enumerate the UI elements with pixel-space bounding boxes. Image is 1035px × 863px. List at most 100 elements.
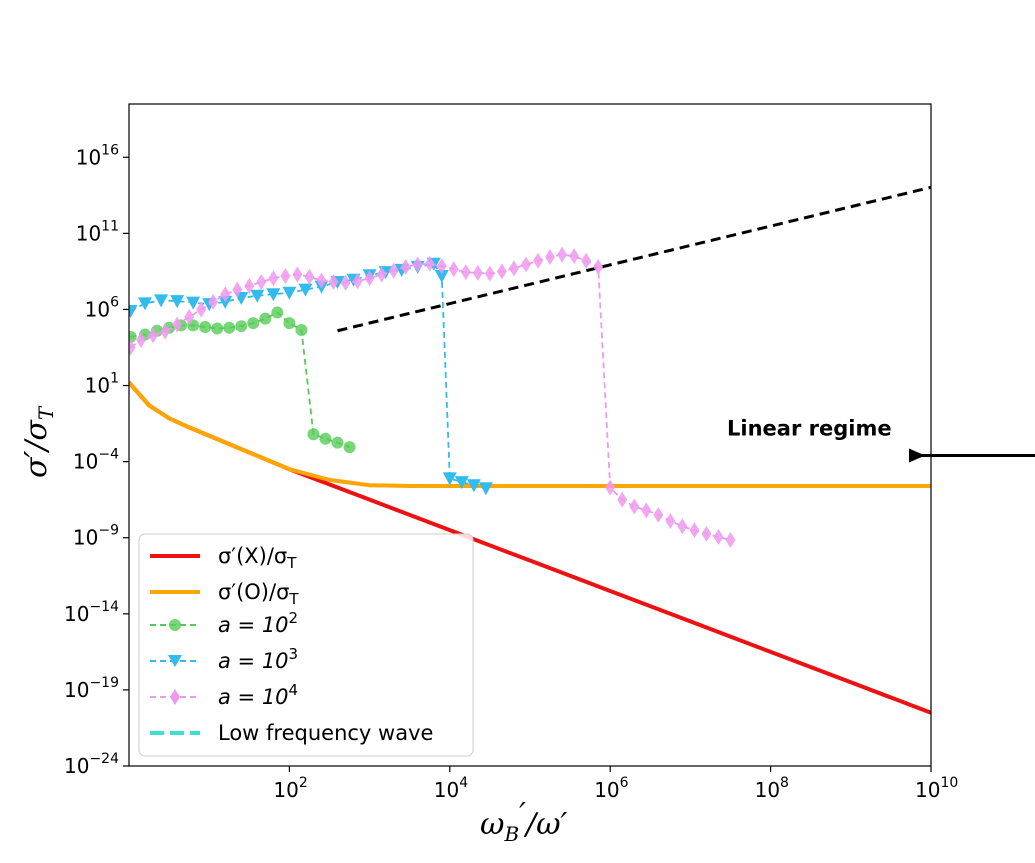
y-tick-label-3: 101 bbox=[85, 371, 119, 398]
data-point-a-1e3-22 bbox=[454, 476, 469, 490]
data-point-a-1e3-23 bbox=[466, 479, 481, 493]
legend-label-x-mode: σ′(X)/σT bbox=[218, 544, 297, 572]
data-point-a-1e4-16 bbox=[316, 272, 327, 289]
data-layer bbox=[129, 185, 931, 715]
data-point-a-1e4-27 bbox=[448, 261, 459, 278]
data-point-a-1e3-20 bbox=[434, 269, 449, 283]
annotation-layer: Linear regime bbox=[727, 417, 1035, 463]
legend-entry-a-1e4: a = 104 bbox=[150, 681, 298, 709]
data-point-a-1e4-6 bbox=[196, 301, 207, 318]
data-point-a-1e4-15 bbox=[304, 268, 315, 285]
y-tick-label-2: 106 bbox=[85, 294, 119, 321]
legend-marker-a-1e2 bbox=[169, 619, 181, 631]
data-point-a-1e4-2 bbox=[148, 327, 159, 344]
data-point-a-1e2-6 bbox=[199, 320, 212, 333]
data-point-a-1e3-1 bbox=[138, 297, 153, 311]
data-point-a-1e4-1 bbox=[136, 331, 147, 348]
data-point-a-1e3-0 bbox=[129, 304, 138, 318]
data-point-a-1e4-23 bbox=[400, 258, 411, 275]
data-point-a-1e4-10 bbox=[244, 277, 255, 294]
data-point-a-1e4-5 bbox=[184, 309, 195, 326]
data-point-a-1e4-26 bbox=[436, 258, 447, 275]
data-point-a-1e4-39 bbox=[593, 258, 604, 275]
data-point-a-1e4-13 bbox=[280, 267, 291, 284]
x-tick-label-3: 108 bbox=[755, 775, 789, 802]
data-point-a-1e4-31 bbox=[496, 263, 507, 280]
data-point-a-1e4-32 bbox=[508, 260, 519, 277]
data-point-a-1e4-46 bbox=[677, 518, 688, 535]
data-point-a-1e3-9 bbox=[266, 288, 281, 302]
y-tick-label-1: 1011 bbox=[76, 218, 119, 245]
y-tick-label-8: 10−24 bbox=[64, 751, 119, 778]
data-point-a-1e4-38 bbox=[581, 252, 592, 269]
linear-regime-label: Linear regime bbox=[727, 417, 892, 441]
legend-entry-a-1e3: a = 103 bbox=[150, 645, 298, 673]
data-point-a-1e4-47 bbox=[689, 522, 700, 539]
data-point-a-1e3-10 bbox=[282, 286, 297, 300]
legend-entry-x-mode: σ′(X)/σT bbox=[150, 544, 297, 572]
data-point-a-1e4-34 bbox=[533, 252, 544, 269]
data-point-a-1e4-33 bbox=[520, 256, 531, 273]
data-point-a-1e4-3 bbox=[160, 323, 171, 340]
legend-label-low-frequency-wave: Low frequency wave bbox=[218, 721, 433, 745]
data-point-a-1e2-18 bbox=[343, 441, 356, 454]
y-tick-label-4: 10−4 bbox=[73, 447, 119, 474]
data-point-a-1e4-43 bbox=[641, 502, 652, 519]
data-point-a-1e3-21 bbox=[442, 472, 457, 486]
legend-marker-a-1e3 bbox=[168, 655, 182, 667]
ticks-layer: 102 104 106 108 1010 1016 1011 106 101 10−4 10−9 10… bbox=[64, 142, 958, 802]
legend-label-a-1e3: a = 103 bbox=[218, 645, 298, 673]
y-tick-label-0: 1016 bbox=[76, 142, 119, 169]
reference-line-black-dashed-trend bbox=[337, 185, 931, 333]
legend-label-a-1e4: a = 104 bbox=[218, 681, 298, 709]
data-point-a-1e4-22 bbox=[388, 262, 399, 279]
legend-entry-o-mode: σ′(O)/σT bbox=[150, 580, 299, 608]
data-point-a-1e2-7 bbox=[211, 322, 224, 335]
data-point-a-1e4-20 bbox=[364, 270, 375, 287]
legend-label-a-1e2: a = 102 bbox=[218, 609, 298, 637]
data-point-a-1e2-16 bbox=[319, 432, 332, 445]
data-point-a-1e4-8 bbox=[220, 286, 231, 303]
data-point-a-1e4-29 bbox=[472, 264, 483, 281]
data-point-a-1e4-36 bbox=[557, 246, 568, 263]
data-point-a-1e2-15 bbox=[307, 428, 320, 441]
data-point-a-1e2-9 bbox=[235, 320, 248, 333]
data-point-a-1e2-17 bbox=[331, 436, 344, 449]
data-point-a-1e2-13 bbox=[283, 317, 296, 330]
data-point-a-1e4-35 bbox=[545, 248, 556, 265]
x-axis-label: ωB′/ω′ bbox=[480, 797, 568, 846]
data-point-a-1e4-49 bbox=[713, 528, 724, 545]
data-point-a-1e4-44 bbox=[653, 506, 664, 523]
x-tick-label-0: 102 bbox=[273, 775, 307, 802]
legend-entry-low-frequency-wave: Low frequency wave bbox=[150, 721, 433, 745]
legend: σ′(X)/σT σ′(O)/σT a = 102 a = 103 a = 10… bbox=[138, 533, 474, 757]
data-point-a-1e4-18 bbox=[340, 274, 351, 291]
data-point-a-1e4-17 bbox=[328, 274, 339, 291]
data-point-a-1e4-48 bbox=[701, 525, 712, 542]
data-point-a-1e4-25 bbox=[424, 255, 435, 272]
data-point-a-1e3-4 bbox=[186, 296, 201, 310]
data-point-a-1e4-40 bbox=[605, 479, 616, 496]
data-point-a-1e4-14 bbox=[292, 266, 303, 283]
data-point-a-1e4-45 bbox=[665, 512, 676, 529]
x-tick-label-1: 104 bbox=[434, 775, 468, 802]
data-point-a-1e4-37 bbox=[569, 248, 580, 265]
data-point-a-1e2-14 bbox=[295, 323, 308, 336]
y-tick-label-7: 10−19 bbox=[64, 675, 119, 702]
data-point-a-1e2-8 bbox=[223, 321, 236, 334]
data-point-a-1e4-19 bbox=[352, 273, 363, 290]
legend-marker-a-1e4 bbox=[170, 689, 180, 705]
y-axis-label: σ′/σT bbox=[19, 405, 58, 478]
legend-entry-a-1e2: a = 102 bbox=[150, 609, 298, 637]
legend-label-o-mode: σ′(O)/σT bbox=[218, 580, 299, 608]
data-point-a-1e3-6 bbox=[218, 295, 233, 309]
data-point-a-1e4-42 bbox=[629, 498, 640, 515]
data-point-a-1e4-21 bbox=[376, 266, 387, 283]
data-point-a-1e4-11 bbox=[256, 274, 267, 291]
data-point-a-1e4-24 bbox=[412, 256, 423, 273]
y-tick-label-6: 10−14 bbox=[64, 599, 119, 626]
linear-regime-arrowhead bbox=[909, 448, 925, 463]
data-point-a-1e2-10 bbox=[247, 317, 260, 330]
data-point-a-1e2-11 bbox=[259, 312, 272, 325]
